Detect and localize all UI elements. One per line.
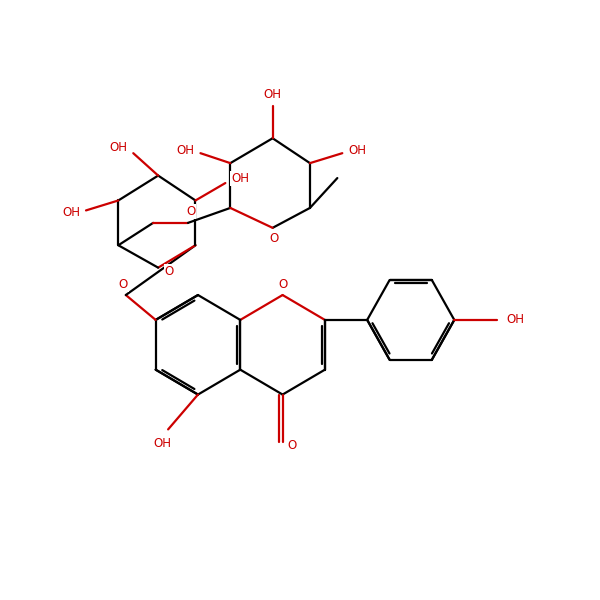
Text: OH: OH	[176, 144, 194, 157]
Text: OH: OH	[263, 88, 281, 101]
Text: OH: OH	[348, 144, 366, 157]
Text: O: O	[287, 439, 296, 452]
Text: O: O	[269, 232, 278, 245]
Text: O: O	[119, 278, 128, 290]
Text: OH: OH	[153, 437, 171, 450]
Text: O: O	[186, 205, 195, 218]
Text: OH: OH	[231, 172, 249, 185]
Text: O: O	[278, 278, 287, 290]
Text: OH: OH	[109, 141, 127, 154]
Text: O: O	[164, 265, 174, 278]
Text: OH: OH	[506, 313, 524, 326]
Text: OH: OH	[62, 206, 80, 220]
